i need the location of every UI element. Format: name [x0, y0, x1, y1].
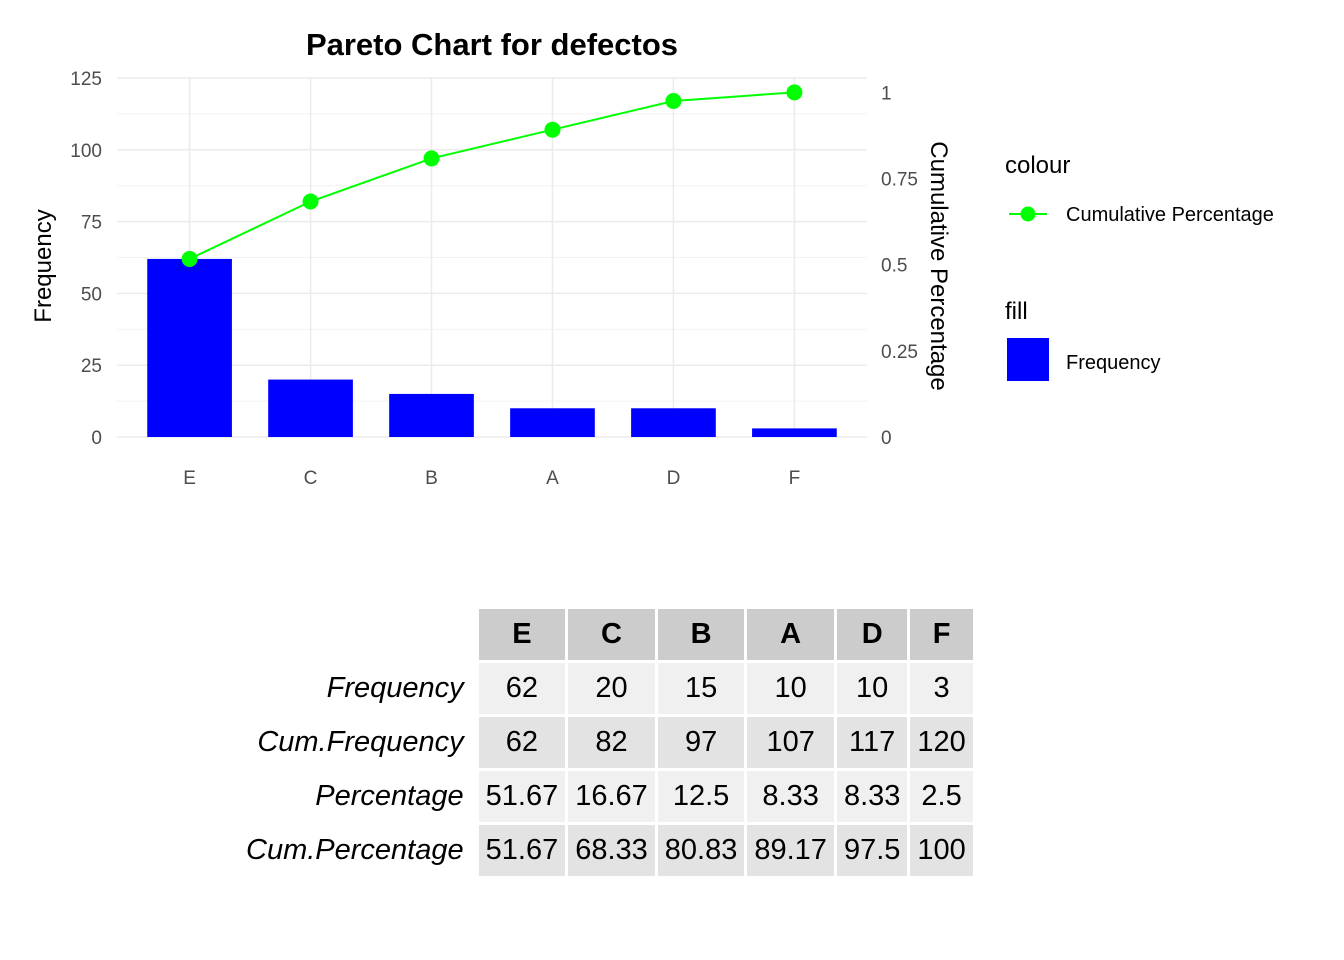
y-tick-label: 50 — [81, 284, 102, 305]
frequency-bar — [510, 408, 595, 437]
cumulative-percentage-line — [189, 91, 795, 260]
table-cell: 20 — [568, 663, 655, 714]
legend-key-box-icon — [1007, 338, 1049, 381]
chart-title: Pareto Chart for defectos — [306, 27, 678, 62]
cumulative-percentage-point — [423, 150, 440, 167]
table-row-label: Cum.Percentage — [246, 834, 464, 866]
table-cell: 100 — [910, 825, 973, 876]
table-cell: 62 — [478, 717, 566, 768]
table-cell: 15 — [657, 663, 745, 714]
frequency-bar — [752, 428, 837, 437]
y-tick-label: 125 — [70, 69, 102, 90]
table-cell: 107 — [747, 717, 834, 768]
table-cell: 117 — [836, 717, 908, 768]
table-cell: 89.17 — [747, 825, 834, 876]
x-tick-label: D — [667, 468, 681, 489]
table-column-header: E — [478, 609, 566, 660]
y-tick-label: 75 — [81, 213, 102, 234]
pareto-chart: 0 25 50 75 100 125 E C B A D F 0 0.25 0.5 0.75 1 Pareto … — [30, 27, 1274, 489]
y2-tick-label: 1 — [881, 83, 892, 104]
y2-tick-label: 0.5 — [881, 256, 907, 277]
table-cell: 82 — [568, 717, 655, 768]
cumulative-line — [181, 84, 803, 267]
x-tick-label: F — [789, 468, 801, 489]
table-column-header: F — [910, 609, 973, 660]
legend-label-frequency: Frequency — [1066, 352, 1161, 374]
y2-tick-label: 0.75 — [881, 170, 918, 191]
table-cell: 16.67 — [568, 771, 655, 822]
table-row-label: Cum.Frequency — [257, 726, 464, 758]
cumulative-percentage-point — [544, 121, 561, 138]
tick-labels: 0 25 50 75 100 125 E C B A D F 0 0.25 0.5 0.75 1 — [70, 69, 918, 489]
y-tick-label: 0 — [91, 428, 102, 449]
frequency-bar — [147, 258, 232, 437]
x-tick-label: C — [304, 468, 318, 489]
legend-title-colour: colour — [1005, 152, 1070, 179]
table-cell: 10 — [836, 663, 908, 714]
table-column-header: D — [836, 609, 908, 660]
legend: colour Cumulative Percentage fill Freque… — [1005, 152, 1274, 381]
table-cell: 51.67 — [478, 825, 566, 876]
table-cell: 62 — [478, 663, 566, 714]
cumulative-percentage-point — [181, 250, 198, 267]
table-row: Frequency 62 20 15 10 10 3 — [239, 663, 973, 714]
table-cell: 10 — [747, 663, 834, 714]
table-row-label: Percentage — [315, 780, 464, 812]
y2-tick-label: 0 — [881, 428, 892, 449]
table-row: Percentage 51.67 16.67 12.5 8.33 8.33 2.5 — [239, 771, 973, 822]
y-tick-label: 100 — [70, 141, 102, 162]
cumulative-percentage-point — [786, 84, 803, 101]
y-axis-title: Frequency — [30, 209, 57, 322]
table-row: Cum.Percentage 51.67 68.33 80.83 89.17 97.5 10… — [239, 825, 973, 876]
table-cell: 8.33 — [747, 771, 834, 822]
table-cell: 120 — [910, 717, 973, 768]
frequency-bars — [147, 258, 837, 437]
cumulative-percentage-point — [302, 193, 319, 210]
table-cell: 8.33 — [836, 771, 908, 822]
frequency-bar — [389, 393, 474, 437]
table-column-header: A — [747, 609, 834, 660]
legend-key-point-icon — [1020, 206, 1036, 222]
table-cell: 97 — [657, 717, 745, 768]
table-cell: 80.83 — [657, 825, 745, 876]
y2-tick-label: 0.25 — [881, 342, 918, 363]
table-column-header: C — [568, 609, 655, 660]
table-corner — [239, 609, 476, 660]
grid-lines — [117, 77, 867, 438]
x-tick-label: A — [546, 468, 559, 489]
y-tick-label: 25 — [81, 356, 102, 377]
table-cell: 68.33 — [568, 825, 655, 876]
y2-axis-title: Cumulative Percentage — [925, 141, 952, 390]
x-tick-label: B — [425, 468, 438, 489]
legend-title-fill: fill — [1005, 298, 1028, 325]
table-row-label: Frequency — [326, 672, 464, 704]
frequency-bar — [268, 379, 353, 437]
table-cell: 12.5 — [657, 771, 745, 822]
table-row: Cum.Frequency 62 82 97 107 117 120 — [239, 717, 973, 768]
table-column-header: B — [657, 609, 745, 660]
frequency-bar — [631, 408, 716, 437]
table-cell: 97.5 — [836, 825, 908, 876]
x-tick-label: E — [183, 468, 196, 489]
table-cell: 2.5 — [910, 771, 973, 822]
cumulative-percentage-point — [665, 92, 682, 109]
legend-label-cumulative: Cumulative Percentage — [1066, 204, 1274, 226]
table-cell: 51.67 — [478, 771, 566, 822]
table-cell: 3 — [910, 663, 973, 714]
